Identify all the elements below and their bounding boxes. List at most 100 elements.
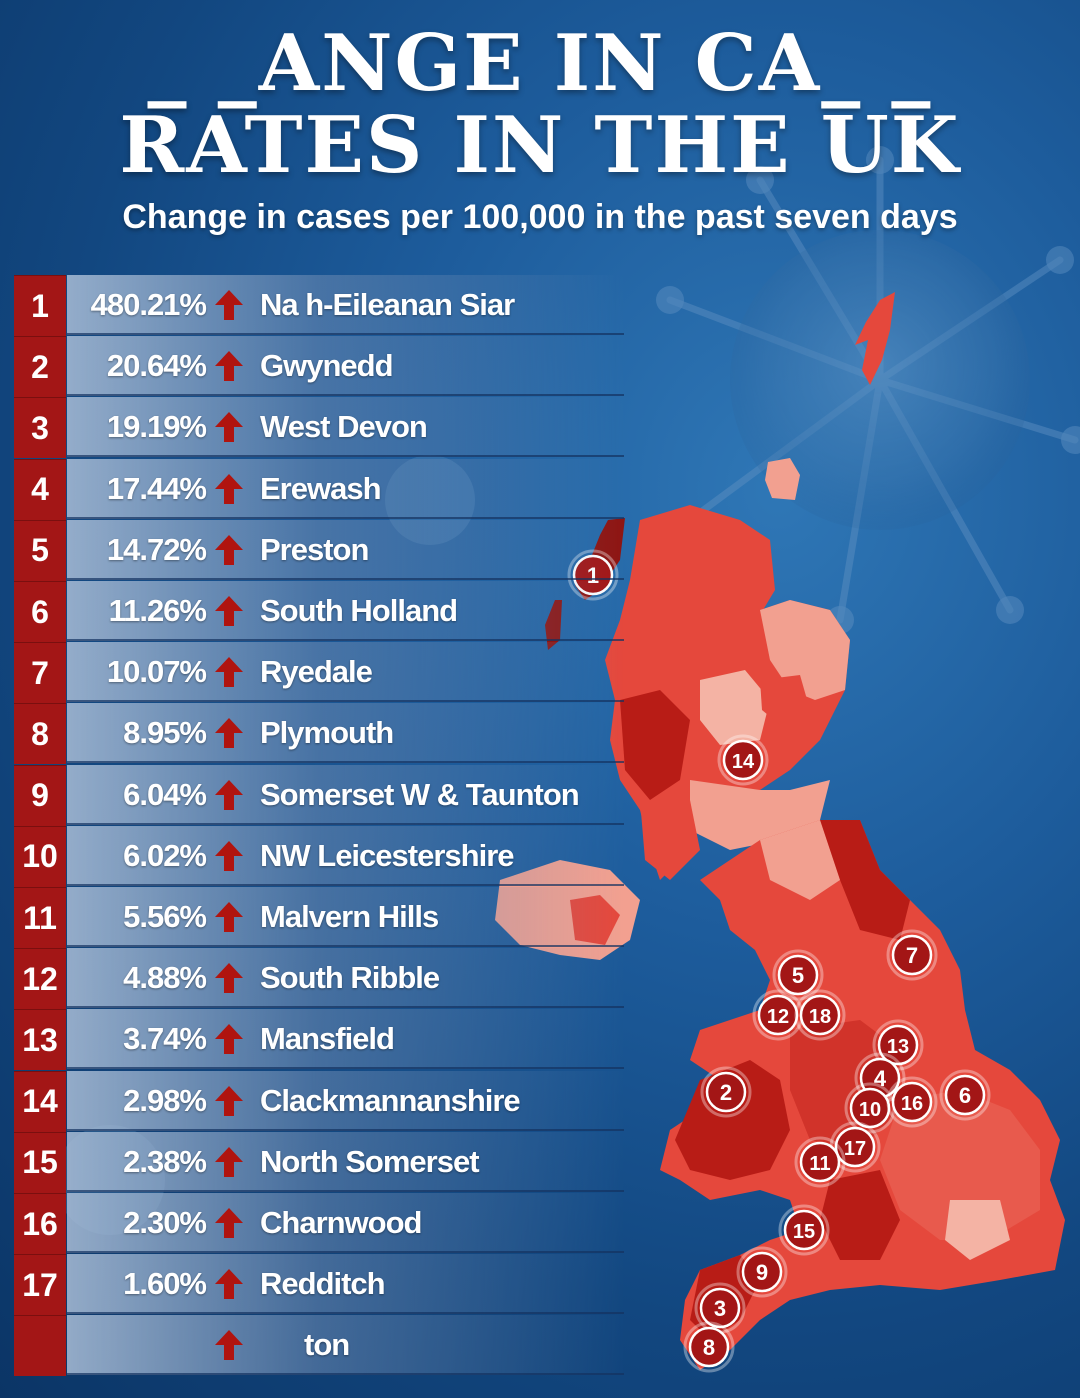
row-background <box>67 458 624 519</box>
change-value: 2.38% <box>123 1143 207 1179</box>
virus-icon <box>656 146 1080 634</box>
rank-number: 8 <box>14 703 66 765</box>
up-arrow-icon <box>215 1208 243 1238</box>
ranking-row: 9 6.04% Somerset W & Taunton <box>14 764 624 826</box>
change-value: 8.95% <box>123 715 207 751</box>
ranking-row: 5 14.72% Preston <box>14 519 624 581</box>
map-marker-14: 14 <box>717 734 769 786</box>
area-name: Na h-Eileanan Siar <box>260 287 515 322</box>
map-marker-label: 7 <box>906 943 918 968</box>
change-value: 11.26% <box>108 593 207 628</box>
area-name: Somerset W & Taunton <box>260 776 580 812</box>
row-background <box>67 1315 624 1376</box>
map-marker-8: 8 <box>683 1321 735 1373</box>
rank-number: 12 <box>14 948 66 1010</box>
up-arrow-icon <box>215 1330 243 1361</box>
up-arrow-icon <box>215 1269 243 1300</box>
ranking-row: 12 4.88% South Ribble <box>14 948 624 1010</box>
rank-number: 14 <box>14 1070 66 1132</box>
map-marker-label: 11 <box>809 1153 830 1175</box>
map-marker-10: 10 <box>844 1082 896 1134</box>
map-marker-16: 16 <box>886 1076 938 1128</box>
up-arrow-icon <box>215 1146 243 1177</box>
map-marker-label: 2 <box>720 1080 732 1105</box>
ranking-table: 1 480.21% Na h-Eileanan Siar 2 20.64% Gwynedd… <box>14 275 624 1388</box>
map-marker-label: 6 <box>959 1083 971 1108</box>
ranking-row: 3 19.19% West Devon <box>14 397 624 459</box>
area-name: Clackmannanshire <box>260 1082 521 1118</box>
up-arrow-icon <box>215 840 243 871</box>
row-background <box>67 397 624 458</box>
ranking-row: 10 6.02% NW Leicestershire <box>14 825 624 887</box>
row-background <box>67 825 624 886</box>
map-marker-label: 9 <box>756 1260 768 1285</box>
area-name: South Holland <box>260 593 458 628</box>
rank-number: 4 <box>14 458 66 520</box>
area-name: North Somerset <box>260 1143 480 1179</box>
row-background <box>67 1254 624 1315</box>
area-name: Plymouth <box>260 715 394 751</box>
map-marker-7: 7 <box>886 929 938 981</box>
map-marker-6: 6 <box>939 1069 991 1121</box>
up-arrow-icon <box>215 902 243 932</box>
rank-number: 16 <box>14 1193 66 1254</box>
row-background <box>67 764 624 825</box>
change-value: 480.21% <box>90 287 207 322</box>
map-marker-label: 10 <box>859 1099 881 1121</box>
change-value: 6.04% <box>123 776 207 812</box>
row-background <box>67 948 624 1009</box>
map-markers: 114751218134210166171115938 <box>567 549 991 1373</box>
rank-number: 1 <box>14 275 66 336</box>
area-name: Charnwood <box>260 1205 422 1240</box>
up-arrow-icon <box>215 596 243 626</box>
map-marker-13: 13 <box>872 1019 924 1071</box>
map-marker-11: 11 <box>794 1136 846 1188</box>
up-arrow-icon <box>215 412 243 443</box>
area-name: Redditch <box>260 1266 386 1302</box>
ranking-row: 8 8.95% Plymouth <box>14 703 624 765</box>
area-name: Malvern Hills <box>260 899 439 934</box>
row-background <box>67 1131 624 1192</box>
area-name: Gwynedd <box>260 348 394 384</box>
area-name: South Ribble <box>260 960 440 996</box>
map-marker-label: 18 <box>809 1006 831 1028</box>
ranking-row: 16 2.30% Charnwood <box>14 1193 624 1254</box>
area-name: Preston <box>260 531 369 567</box>
ranking-row: 14 2.98% Clackmannanshire <box>14 1070 624 1132</box>
up-arrow-icon <box>215 963 243 994</box>
rank-number: 10 <box>14 825 66 887</box>
ranking-row: 11 5.56% Malvern Hills <box>14 887 624 948</box>
row-background <box>67 1070 624 1131</box>
shetland <box>855 292 895 385</box>
change-value: 19.19% <box>106 409 207 445</box>
change-value: 20.64% <box>106 348 207 384</box>
rank-number: 5 <box>14 519 66 581</box>
change-value: 6.02% <box>123 837 207 873</box>
area-name: NW Leicestershire <box>260 837 514 873</box>
row-background <box>67 642 624 703</box>
area-name: Ryedale <box>260 654 373 690</box>
rank-number: 6 <box>14 581 66 642</box>
up-arrow-icon <box>215 351 243 382</box>
change-value: 1.60% <box>123 1266 207 1302</box>
area-name: West Devon <box>260 409 428 445</box>
ranking-row: 2 20.64% Gwynedd <box>14 336 624 398</box>
map-marker-17: 17 <box>829 1121 881 1173</box>
rank-number <box>14 1315 66 1377</box>
map-marker-label: 5 <box>792 963 804 988</box>
map-marker-label: 13 <box>887 1036 909 1058</box>
map-marker-15: 15 <box>778 1204 830 1256</box>
area-name: ton <box>304 1327 350 1363</box>
area-name: Erewash <box>260 470 382 506</box>
rank-number: 11 <box>14 887 66 948</box>
ranking-row: 7 10.07% Ryedale <box>14 642 624 704</box>
change-value: 2.30% <box>123 1205 207 1240</box>
map-marker-label: 3 <box>714 1296 726 1321</box>
map-marker-label: 12 <box>767 1006 789 1028</box>
ranking-row: 1 480.21% Na h-Eileanan Siar <box>14 275 624 336</box>
map-marker-label: 15 <box>793 1221 815 1243</box>
row-background <box>67 887 624 947</box>
row-background <box>67 519 624 580</box>
map-marker-4: 4 <box>854 1052 906 1104</box>
change-value: 5.56% <box>123 899 207 934</box>
